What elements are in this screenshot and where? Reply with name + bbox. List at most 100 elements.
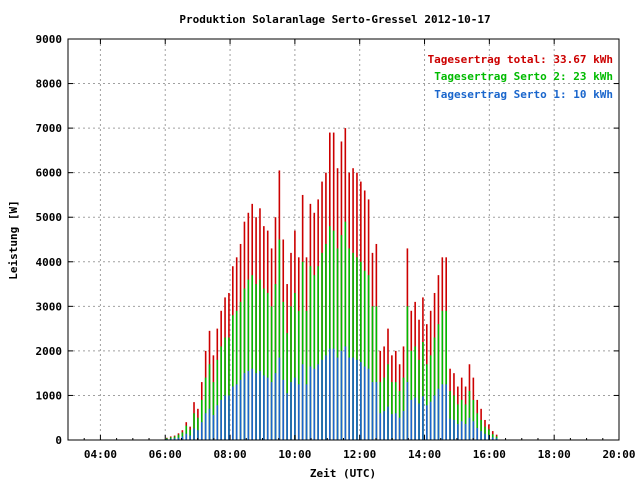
- x-tick-label: 08:00: [213, 448, 246, 461]
- bar-series-1: [379, 382, 382, 440]
- bar-series-2: [193, 428, 195, 440]
- bar-series-2: [329, 348, 331, 440]
- bar-series-2: [259, 370, 261, 440]
- y-tick-label: 6000: [36, 167, 63, 180]
- bar-series-1: [263, 288, 265, 440]
- bar-series-2: [457, 423, 459, 440]
- bar-series-1: [468, 390, 471, 440]
- bar-series-1: [344, 221, 347, 440]
- bar-series-2: [387, 406, 389, 440]
- bar-series-2: [169, 438, 172, 440]
- bar-series-1: [363, 270, 366, 440]
- bar-series-1: [480, 419, 482, 440]
- bar-series-2: [464, 423, 467, 440]
- bar-series-1: [301, 261, 304, 440]
- x-axis-label: Zeit (UTC): [310, 467, 376, 480]
- bar-series-2: [371, 382, 374, 440]
- bar-series-2: [375, 382, 378, 440]
- bar-series-2: [406, 382, 409, 440]
- bar-series-1: [282, 301, 285, 440]
- bar-series-2: [344, 346, 347, 440]
- bar-series-2: [301, 364, 304, 440]
- bar-series-2: [348, 357, 351, 440]
- legend: Tagesertrag total: 33.67 kWh Tagesertrag…: [428, 53, 613, 101]
- bar-series-2: [429, 401, 432, 440]
- bar-series-1: [309, 266, 312, 440]
- legend-entry-serto-1: Tagesertrag Serto 1: 10 kWh: [434, 88, 613, 101]
- y-tick-label: 7000: [36, 122, 63, 135]
- bar-series-1: [453, 395, 455, 440]
- bar-series-1: [286, 333, 288, 440]
- bar-series-1: [402, 377, 405, 440]
- bar-series-1: [270, 306, 273, 440]
- bar-series-1: [425, 364, 428, 440]
- bar-series-1: [224, 337, 226, 440]
- y-tick-label: 0: [55, 434, 62, 447]
- y-tick-label: 4000: [36, 256, 63, 269]
- bar-series-2: [294, 377, 296, 440]
- bar-series-1: [410, 350, 413, 440]
- bar-series-2: [208, 408, 211, 440]
- bar-series-1: [212, 382, 215, 440]
- bar-series-2: [313, 368, 316, 440]
- y-tick-label: 8000: [36, 78, 63, 91]
- grid: [68, 39, 619, 440]
- bar-series-1: [398, 390, 401, 440]
- x-tick-label: 04:00: [84, 448, 117, 461]
- bar-series-1: [329, 226, 331, 440]
- bar-series-2: [282, 379, 285, 440]
- bar-series-1: [297, 310, 300, 440]
- bar-series-2: [402, 411, 405, 440]
- x-tick-label: 14:00: [408, 448, 441, 461]
- bar-series-2: [418, 403, 420, 440]
- bar-series-1: [189, 429, 191, 440]
- bar-series-2: [495, 438, 498, 440]
- bar-series-2: [321, 359, 323, 440]
- bar-series-1: [200, 399, 203, 440]
- bar-series-1: [472, 399, 475, 440]
- bar-series-2: [286, 393, 288, 440]
- bars: [166, 128, 498, 441]
- bar-series-1: [185, 425, 188, 440]
- bar-series-2: [379, 413, 382, 440]
- bar-series-2: [336, 357, 339, 440]
- bar-series-2: [360, 362, 362, 440]
- legend-entry-total: Tagesertrag total: 33.67 kWh: [428, 53, 613, 66]
- y-tick-label: 5000: [36, 211, 63, 224]
- bar-series-2: [414, 397, 416, 440]
- bar-series-2: [480, 431, 482, 440]
- bar-series-1: [232, 315, 234, 440]
- bar-series-1: [255, 284, 257, 440]
- bar-series-1: [228, 337, 230, 440]
- bar-series-1: [332, 230, 335, 440]
- bar-series-2: [228, 395, 230, 440]
- bar-series-2: [433, 395, 436, 440]
- x-tick-label: 16:00: [473, 448, 506, 461]
- bar-series-2: [247, 370, 250, 440]
- bar-series-2: [232, 386, 234, 440]
- bar-series-2: [309, 366, 312, 440]
- bar-series-2: [472, 421, 475, 440]
- bar-series-2: [297, 384, 300, 440]
- bar-series-2: [251, 368, 254, 440]
- x-axis-ticks: 04:00 06:00 08:00 10:00 12:00 14:00 16:00 18:00…: [83, 39, 636, 461]
- bar-series-1: [259, 279, 261, 440]
- y-tick-label: 3000: [36, 300, 63, 313]
- bar-series-1: [313, 275, 316, 440]
- bar-series-1: [491, 434, 494, 440]
- bar-series-1: [340, 235, 343, 440]
- bar-series-2: [185, 433, 188, 440]
- bar-series-2: [235, 384, 238, 440]
- bar-series-1: [387, 364, 389, 440]
- bar-series-2: [332, 348, 335, 440]
- bar-series-2: [278, 357, 281, 440]
- bar-series-1: [197, 417, 199, 440]
- bar-series-1: [278, 239, 281, 440]
- bar-series-1: [457, 404, 459, 440]
- bar-series-1: [418, 359, 420, 440]
- bar-series-1: [305, 310, 308, 440]
- bar-series-2: [290, 382, 292, 440]
- bar-series-2: [200, 422, 203, 440]
- bar-series-1: [464, 404, 467, 440]
- bar-series-1: [406, 306, 409, 440]
